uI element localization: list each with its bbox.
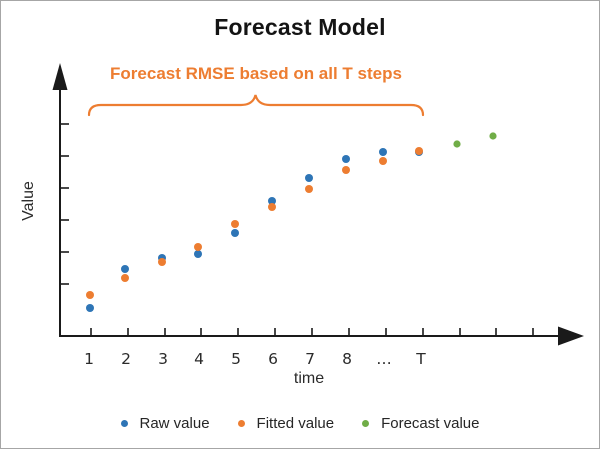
data-point [268, 203, 276, 211]
data-point [194, 250, 202, 258]
legend-dot-icon [237, 419, 245, 427]
data-point [194, 243, 202, 251]
legend-label: Raw value [139, 414, 210, 432]
data-point [342, 166, 350, 174]
legend-item: Forecast value [362, 415, 479, 432]
data-point [121, 265, 129, 273]
rmse-annotation: Forecast RMSE based on all T steps [110, 64, 402, 83]
x-tick-label: 1 [84, 350, 94, 368]
x-axis-label: time [293, 370, 325, 387]
y-axis-label: Value [20, 181, 37, 221]
data-point [415, 147, 423, 155]
chart-title: Forecast Model [214, 14, 386, 40]
data-point [453, 140, 461, 148]
legend-dot-icon [362, 419, 370, 427]
data-point [121, 274, 129, 282]
x-tick-label: T [416, 350, 426, 368]
x-axis-arrow-icon [558, 326, 584, 346]
legend: Raw value Fitted value Forecast value [1, 409, 599, 437]
legend-dot-icon [120, 419, 128, 427]
curly-brace-icon [87, 94, 425, 117]
x-tick-label: … [376, 350, 392, 368]
data-point [489, 132, 497, 140]
x-tick-label: 5 [231, 350, 241, 368]
legend-item: Raw value [120, 414, 210, 432]
legend-label: Forecast value [381, 414, 480, 432]
y-axis-arrow-icon [52, 63, 68, 90]
data-point [86, 304, 94, 312]
x-tick-label: 7 [305, 350, 315, 368]
x-tick-label: 8 [342, 350, 352, 368]
x-tick-label: 6 [268, 350, 278, 368]
data-point [268, 197, 276, 205]
data-point [86, 291, 94, 299]
data-point [379, 157, 387, 165]
data-point [379, 148, 387, 156]
data-point [305, 174, 313, 182]
data-points [86, 132, 497, 312]
axis-ticks [60, 123, 534, 337]
data-point [231, 229, 239, 237]
data-point [231, 220, 239, 228]
data-point [305, 185, 313, 193]
x-tick-label: 2 [121, 350, 131, 368]
data-point [342, 155, 350, 163]
x-tick-label: 3 [158, 350, 168, 368]
legend-label: Fitted value [256, 414, 335, 432]
x-tick-label: 4 [194, 350, 204, 368]
legend-item: Fitted value [237, 414, 335, 432]
data-point [158, 258, 166, 266]
